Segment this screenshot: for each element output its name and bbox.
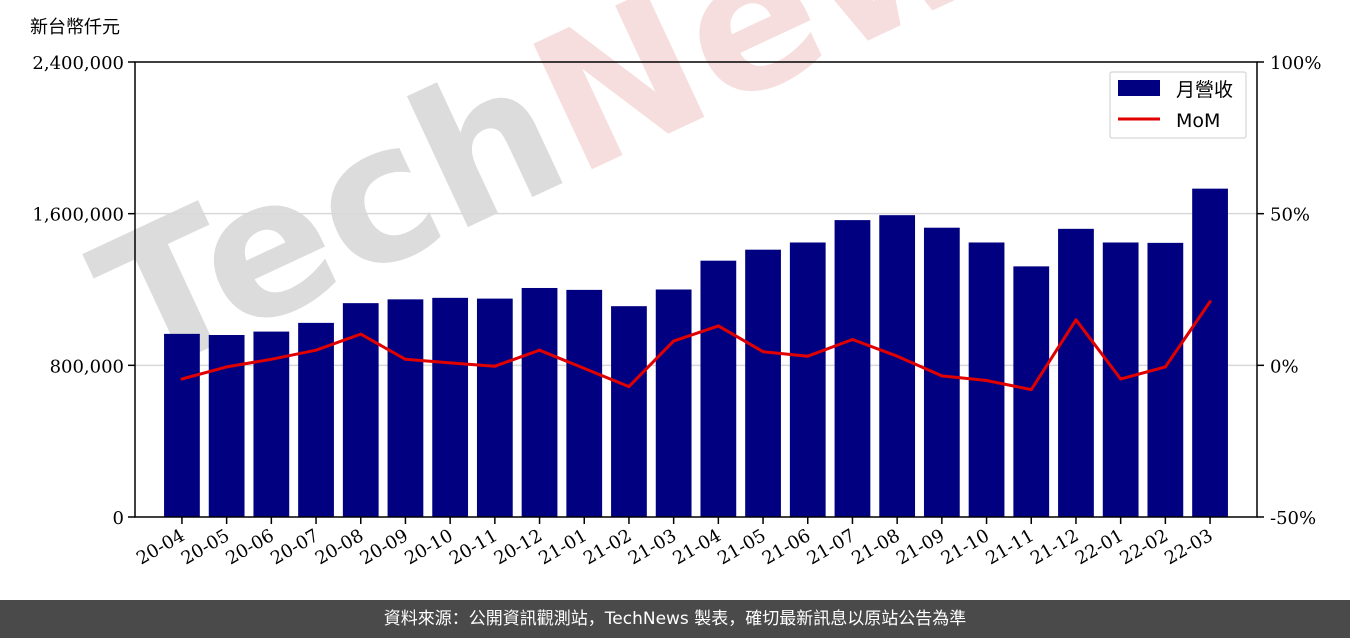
watermark-news: News [502, 0, 1118, 217]
left-tick-label: 2,400,000 [32, 53, 124, 74]
x-tick-label: 21-08 [848, 525, 903, 569]
bar-21-12 [1058, 228, 1094, 518]
x-tick-label: 20-06 [222, 525, 277, 569]
bar-22-02 [1147, 242, 1184, 518]
x-tick-label: 21-12 [1027, 525, 1082, 569]
right-tick-label: -50% [1270, 508, 1316, 529]
x-tick-label: 21-01 [535, 525, 590, 569]
bar-20-11 [476, 298, 513, 517]
x-tick-label: 22-03 [1161, 525, 1216, 569]
x-tick-label: 21-05 [714, 525, 769, 569]
mom-point-21-07 [850, 338, 854, 342]
bar-20-12 [521, 287, 558, 517]
mom-point-20-10 [448, 361, 452, 365]
mom-point-20-06 [269, 357, 273, 361]
x-tick-label: 20-08 [312, 525, 367, 569]
left-tick-label: 0 [113, 508, 124, 529]
x-tick-label: 21-03 [625, 525, 680, 569]
x-tick-label: 20-07 [267, 525, 322, 569]
mom-point-20-09 [403, 357, 407, 361]
mom-point-21-08 [895, 354, 899, 358]
x-tick-label: 20-10 [401, 525, 456, 569]
x-tick-label: 20-09 [357, 525, 412, 569]
mom-point-20-05 [225, 365, 229, 369]
mom-point-21-12 [1074, 318, 1078, 322]
mom-point-21-06 [806, 354, 810, 358]
mom-point-22-03 [1208, 300, 1212, 304]
axes [134, 61, 1258, 518]
bar-21-03 [655, 289, 692, 517]
legend-label-revenue: 月營收 [1176, 79, 1233, 101]
mom-point-20-11 [493, 364, 497, 368]
source-footer: 資料來源：公開資訊觀測站，TechNews 製表，確切最新訊息以原站公告為準 [0, 600, 1350, 638]
mom-point-21-10 [985, 379, 989, 382]
x-tick-label: 21-04 [669, 525, 724, 569]
x-tick-label: 20-11 [446, 525, 501, 569]
bar-21-09 [923, 227, 960, 517]
mom-point-21-05 [761, 350, 765, 354]
left-tick-label: 1,600,000 [32, 205, 124, 226]
legend-bar-swatch [1118, 80, 1160, 96]
bar-21-08 [879, 215, 916, 517]
bar-21-06 [789, 242, 826, 517]
bar-20-10 [432, 297, 469, 517]
bar-20-07 [298, 322, 334, 517]
mom-point-21-11 [1029, 388, 1033, 392]
mom-point-21-04 [716, 324, 720, 328]
x-tick-label: 21-07 [804, 525, 859, 569]
x-tick-label: 20-05 [178, 525, 233, 569]
x-tick-label: 21-02 [580, 525, 635, 569]
mom-point-20-04 [180, 377, 184, 381]
mom-line [181, 300, 1212, 392]
left-tick-label: 800,000 [50, 356, 124, 377]
bar-20-05 [208, 335, 245, 517]
x-tick-label: 21-06 [759, 525, 814, 569]
bar-20-09 [387, 299, 424, 517]
bar-21-07 [834, 220, 871, 518]
mom-point-21-01 [582, 366, 586, 370]
right-tick-label: 50% [1270, 205, 1310, 226]
x-tick-label: 20-12 [491, 525, 546, 569]
bar-21-02 [611, 306, 647, 517]
bar-21-11 [1013, 266, 1050, 517]
x-tick-label: 21-10 [938, 525, 993, 569]
mom-point-21-09 [940, 374, 944, 378]
mom-point-20-12 [538, 348, 542, 352]
x-tick-label: 20-04 [133, 525, 188, 569]
mom-point-20-08 [359, 332, 363, 336]
mom-point-21-02 [627, 385, 631, 389]
legend-label-mom: MoM [1176, 110, 1220, 132]
mom-line-series [180, 300, 1212, 392]
right-axis-ticks: -50% 0% 50% 100% [1257, 53, 1321, 529]
bar-21-05 [745, 249, 781, 517]
legend: 月營收 MoM [1109, 71, 1247, 139]
mom-point-22-02 [1163, 365, 1167, 369]
right-tick-label: 0% [1270, 356, 1299, 377]
unit-label: 新台幣仟元 [30, 17, 120, 38]
x-tick-label: 22-02 [1116, 525, 1171, 569]
bar-21-04 [700, 260, 737, 517]
x-tick-label: 22-01 [1072, 525, 1127, 569]
plot-frame [134, 61, 1258, 518]
mom-point-21-03 [672, 339, 676, 343]
revenue-bars [164, 188, 1228, 518]
bar-20-04 [164, 333, 200, 517]
x-tick-label: 21-11 [982, 525, 1037, 569]
mom-point-22-01 [1119, 377, 1123, 381]
right-tick-label: 100% [1270, 53, 1321, 74]
x-tick-label: 21-09 [893, 525, 948, 569]
bar-22-03 [1192, 188, 1228, 517]
left-axis-ticks: 0 800,000 1,600,000 2,400,000 [32, 53, 135, 529]
mom-point-20-07 [314, 348, 318, 352]
x-axis-ticks: 20-0420-0520-0620-0720-0820-0920-1020-11… [133, 517, 1217, 569]
bar-21-01 [566, 289, 603, 517]
